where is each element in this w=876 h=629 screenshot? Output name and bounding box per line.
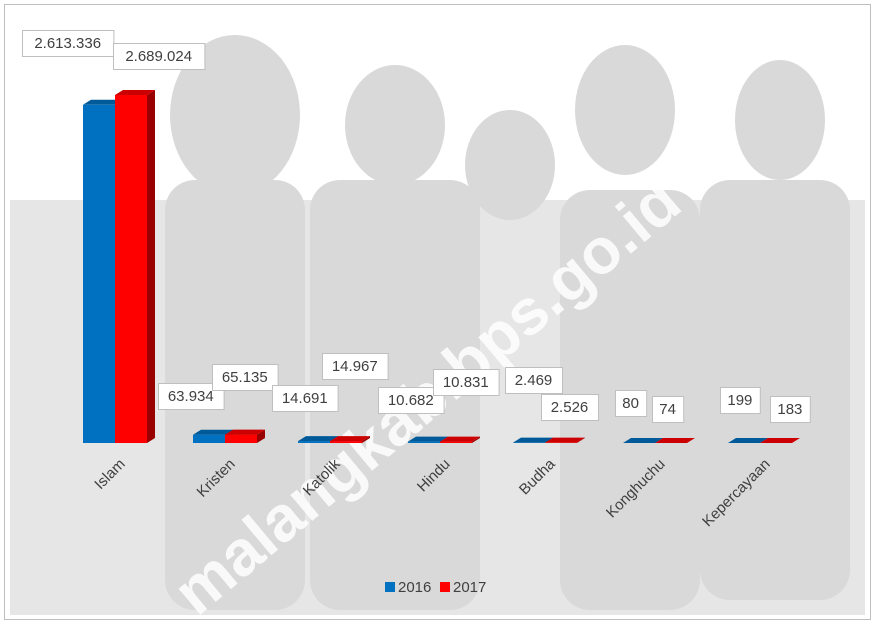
bar-front <box>440 442 472 443</box>
data-label: 2.526 <box>551 399 589 416</box>
bar-front <box>83 105 115 443</box>
legend-label: 2017 <box>453 579 486 596</box>
data-label: 183 <box>777 401 802 418</box>
data-label: 14.691 <box>282 390 328 407</box>
legend-swatch <box>440 582 450 592</box>
bar <box>225 430 265 443</box>
bar-front <box>298 441 330 443</box>
legend-label: 2016 <box>398 579 431 596</box>
data-label: 2.469 <box>515 372 553 389</box>
bar-front <box>193 435 225 443</box>
data-label: 65.135 <box>222 369 268 386</box>
legend-swatch <box>385 582 395 592</box>
data-label: 199 <box>727 392 752 409</box>
bar-front <box>408 442 440 443</box>
bar-front <box>330 441 362 443</box>
data-label: 80 <box>622 395 639 412</box>
bar-side <box>147 90 155 443</box>
data-label: 14.967 <box>332 358 378 375</box>
bar <box>115 90 155 443</box>
chart: malangkab.bps.go.id 2.613.3362.689.024Is… <box>0 0 876 624</box>
data-label: 2.689.024 <box>125 48 192 65</box>
data-label: 10.682 <box>388 392 434 409</box>
data-label: 10.831 <box>443 374 489 391</box>
data-label: 2.613.336 <box>34 35 101 52</box>
bar-front <box>115 95 147 443</box>
data-label: 74 <box>659 401 676 418</box>
bar-front <box>225 435 257 443</box>
data-label: 63.934 <box>168 388 214 405</box>
